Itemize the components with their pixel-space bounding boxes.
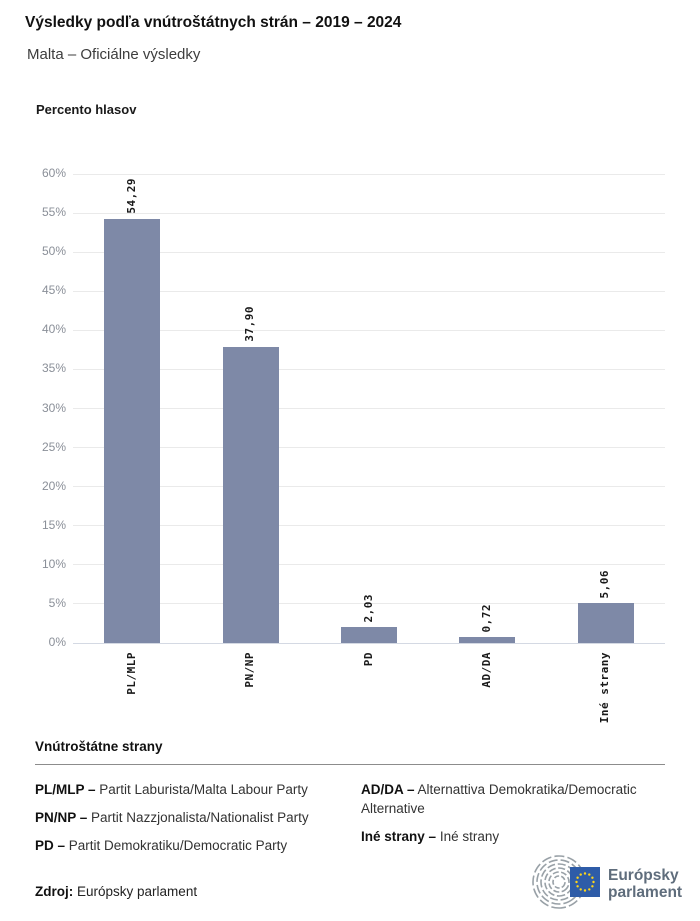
svg-text:Európsky: Európsky [608, 867, 679, 884]
gridline [73, 368, 665, 370]
legend-section: Vnútroštátne strany PL/MLP – Partit Labu… [35, 739, 665, 864]
gridline [73, 564, 665, 566]
y-axis-tick-label: 25% [41, 439, 66, 454]
legend-item-abbr: PD – [35, 838, 66, 854]
bar-PL/MLP [104, 218, 161, 643]
svg-text:parlament: parlament [608, 884, 682, 901]
x-axis-label: PD [361, 652, 375, 667]
gridline [73, 329, 665, 331]
legend-item-abbr: PN/NP – [35, 810, 88, 826]
y-axis-tick-label: 30% [41, 400, 66, 415]
x-axis-label: PN/NP [243, 652, 257, 688]
gridline [73, 212, 665, 214]
y-axis-tick-label: 5% [48, 595, 66, 610]
legend-item: PL/MLP – Partit Laburista/Malta Labour P… [35, 780, 339, 799]
page-title: Výsledky podľa vnútroštátnych strán – 20… [25, 14, 402, 31]
y-axis-title: Percento hlasov [36, 102, 137, 117]
y-axis-tick-label: 35% [41, 361, 66, 376]
gridline [73, 251, 665, 253]
x-axis-label: PL/MLP [124, 652, 138, 695]
bar-value-label: 0,72 [479, 603, 493, 633]
legend-column-right: AD/DA – Alternattiva Demokratika/Democra… [361, 780, 665, 864]
y-axis-tick-label: 55% [41, 205, 66, 220]
x-axis-label: Iné strany [598, 652, 612, 724]
ep-logo-wordmark: Európsky parlament [608, 867, 682, 901]
y-axis-tick-label: 15% [41, 517, 66, 532]
bar-value-label: 54,29 [124, 178, 138, 214]
legend-item: PD – Partit Demokratiku/Democratic Party [35, 836, 339, 855]
gridline [73, 447, 665, 449]
y-axis-tick-label: 45% [41, 283, 66, 298]
source-label: Zdroj: [35, 884, 74, 899]
gridline [73, 486, 665, 488]
bar-value-label: 2,03 [361, 593, 375, 623]
gridline [73, 173, 665, 175]
legend-column-left: PL/MLP – Partit Laburista/Malta Labour P… [35, 780, 339, 864]
legend-item: AD/DA – Alternattiva Demokratika/Democra… [361, 780, 665, 818]
source-value: Európsky parlament [77, 884, 198, 899]
bar-PN/NP [222, 346, 279, 643]
bar-PD [341, 627, 397, 643]
legend-item-name: Alternattiva Demokratika/Democratic Alte… [361, 782, 637, 817]
legend-item-name: Partit Nazzjonalista/Nationalist Party [91, 810, 309, 826]
legend-item-name: Partit Laburista/Malta Labour Party [99, 782, 308, 797]
legend-item: Iné strany – Iné strany [361, 827, 665, 846]
legend-item-abbr: Iné strany – [361, 829, 437, 845]
bar-value-label: 5,06 [598, 569, 612, 599]
eu-flag-icon [570, 867, 600, 897]
legend-columns: PL/MLP – Partit Laburista/Malta Labour P… [35, 780, 665, 864]
legend-item-abbr: PL/MLP – [35, 782, 96, 797]
y-axis-tick-label: 50% [41, 244, 66, 259]
page-subtitle: Malta – Oficiálne výsledky [27, 46, 201, 63]
y-axis-tick-label: 20% [41, 478, 66, 493]
gridline [73, 525, 665, 527]
legend-item-name: Iné strany [439, 829, 500, 845]
legend-title: Vnútroštátne strany [35, 739, 163, 754]
gridline [73, 603, 665, 605]
gridline [73, 642, 665, 644]
y-axis-tick-label: 60% [41, 166, 66, 180]
legend-item-abbr: AD/DA – [361, 782, 415, 797]
legend-item: PN/NP – Partit Nazzjonalista/Nationalist… [35, 808, 339, 827]
source-line: Zdroj: Európsky parlament [35, 884, 197, 899]
ep-logo-graphic: Európsky parlament [532, 855, 682, 909]
bar-value-label: 37,90 [243, 306, 257, 342]
legend-divider [35, 764, 665, 765]
legend-item-name: Partit Demokratiku/Democratic Party [68, 838, 288, 854]
bar-chart: 0% 5% 10% 15% 20% 25% 30% 35% 40% 45% 50% 55% 60% 54,… [42, 166, 665, 723]
x-axis-label: AD/DA [479, 652, 493, 688]
y-axis-tick-label: 0% [48, 635, 66, 649]
y-axis-tick-label: 10% [41, 556, 66, 571]
bar-AD/DA [459, 637, 516, 643]
bar-Iné strany [577, 603, 634, 643]
european-parliament-logo: Európsky parlament [531, 854, 696, 910]
gridline [73, 408, 665, 409]
gridline [73, 290, 665, 292]
y-axis-tick-label: 40% [41, 322, 66, 337]
